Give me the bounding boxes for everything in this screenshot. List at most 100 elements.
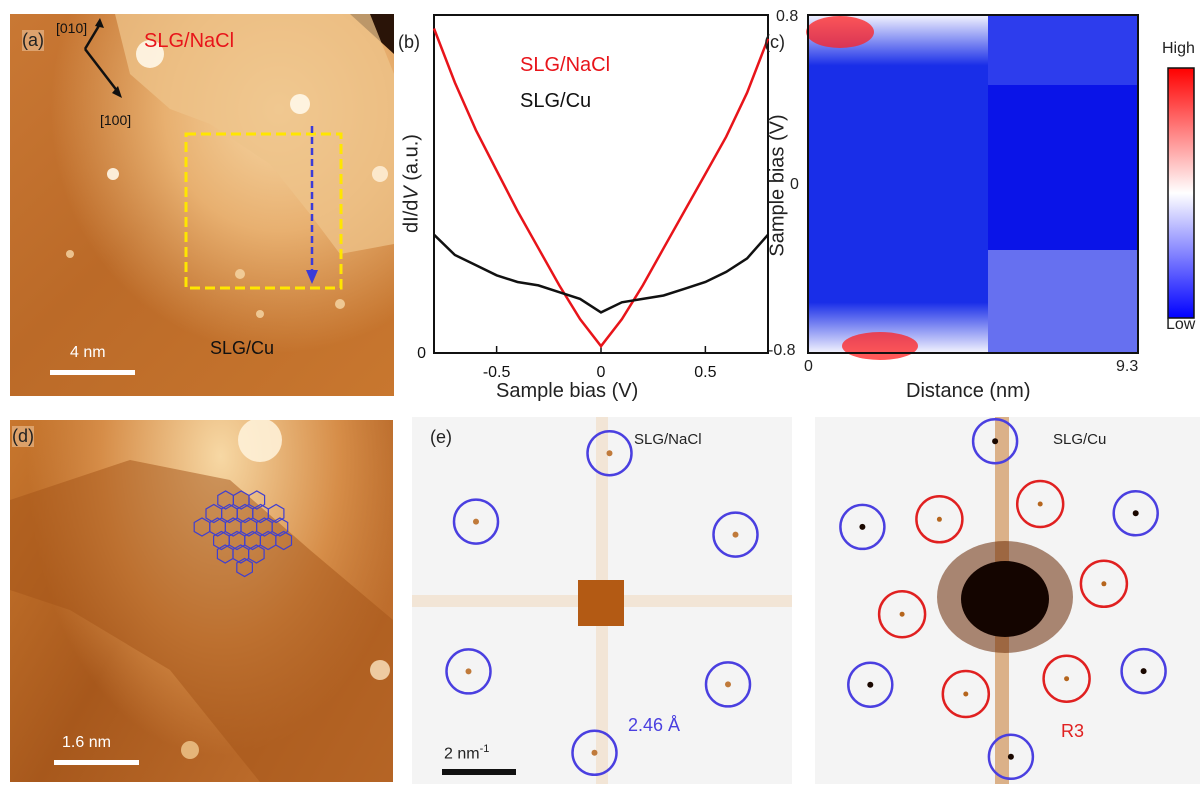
- fft-scale-bar: [442, 769, 516, 775]
- bright-speck: [256, 310, 264, 318]
- stm-image-a: (a) [010] [100] SLG/NaCl SLG/Cu 4 nm: [10, 14, 394, 396]
- arrow-100: [84, 48, 119, 93]
- direction-010: [010]: [56, 20, 88, 36]
- fft-cu-svg: [839, 417, 1167, 784]
- bragg-ring-blue: [1112, 490, 1159, 537]
- panel-label-d: (d): [12, 426, 34, 447]
- bragg-spot: [465, 668, 472, 675]
- legend-cu: SLG/Cu: [520, 90, 592, 112]
- bright-speck: [335, 299, 345, 309]
- bragg-spot: [606, 450, 613, 457]
- y-axis-label-b: dI/dV (a.u.): [400, 134, 423, 233]
- y-tick-top-c: 0.8: [776, 8, 799, 25]
- heatmap-hot-bottom: [842, 332, 918, 360]
- panel-label-a: (a): [22, 30, 44, 51]
- fft-scale-label: 2 nm-1: [444, 743, 490, 763]
- heatmap-hot-top: [806, 16, 874, 48]
- hexagon-cell: [248, 544, 265, 564]
- region-box: [184, 132, 343, 290]
- stm-a-overlay: [50, 14, 394, 375]
- series-line-cu: [433, 233, 769, 314]
- fft-title-cu: SLG/Cu: [1053, 431, 1107, 448]
- bright-speck: [107, 168, 119, 180]
- y-tick-bottom-c: -0.8: [768, 342, 796, 359]
- heatmap-frame: [807, 14, 1139, 354]
- fft-title-nacl: SLG/NaCl: [634, 431, 702, 448]
- hexagon-cell: [271, 517, 289, 537]
- region-label-cu: SLG/Cu: [210, 338, 275, 358]
- moire-spot: [1064, 676, 1070, 682]
- bragg-spot: [473, 518, 479, 525]
- bright-speck: [136, 40, 164, 68]
- moire-spot: [936, 516, 942, 522]
- stm-d-overlay: [10, 420, 393, 782]
- bragg-spot: [591, 749, 598, 756]
- scale-label-a: 4 nm: [70, 344, 106, 361]
- bright-speck: [66, 250, 74, 258]
- bright-speck: [181, 741, 199, 759]
- bright-speck: [290, 94, 310, 114]
- series-line-nacl: [432, 28, 770, 349]
- bragg-ring-blue: [445, 648, 492, 695]
- bragg-ring-blue: [839, 503, 886, 551]
- x-tick-start-c: 0: [804, 358, 813, 375]
- moire-ring-red: [1042, 654, 1091, 703]
- region-label-nacl: SLG/NaCl: [144, 30, 235, 52]
- scale-bar-a: [50, 370, 135, 375]
- bragg-ring-blue: [987, 733, 1035, 781]
- dark-terrace: [10, 460, 393, 782]
- x-axis-label-b: Sample bias (V): [496, 380, 639, 402]
- panel-b: -0.5 0 0.5 0 (b) SLG/NaCl SLG/Cu dI/dV (a.u…: [396, 10, 772, 410]
- panel-c: (c) 0.8 0 -0.8 Sample bias (V) 0 9.3 Dis…: [760, 8, 1200, 410]
- stm-image-d: (d) 1.6 nm: [10, 420, 393, 782]
- honeycomb-lattice: [193, 490, 293, 578]
- panel-label-c: (c): [764, 32, 785, 52]
- moire-ring-red: [915, 495, 964, 544]
- bragg-spot: [732, 531, 739, 538]
- arrow-100-head: [112, 86, 122, 98]
- line-scan-arrow-head: [306, 270, 318, 284]
- colorbar-high: High: [1162, 40, 1195, 57]
- moire-spot: [1101, 581, 1107, 587]
- y-tick-label: 0: [417, 345, 426, 362]
- bragg-spot: [1007, 753, 1014, 760]
- x-axis-label-c: Distance (nm): [906, 380, 1031, 402]
- bragg-ring-blue: [704, 661, 752, 708]
- x-tick-end-c: 9.3: [1116, 358, 1139, 375]
- hexagon-cell: [275, 530, 293, 551]
- bragg-spot: [992, 438, 999, 445]
- bragg-spot: [1140, 668, 1147, 675]
- panel-label-e: (e): [430, 427, 452, 447]
- bragg-spot: [725, 681, 731, 688]
- fft-nacl: (e) SLG/NaCl 2.46 Å 2 nm-1: [412, 417, 792, 784]
- panel-label-b: (b): [398, 32, 420, 52]
- bragg-ring-blue: [571, 729, 618, 777]
- scale-label-d: 1.6 nm: [62, 734, 111, 751]
- legend-nacl: SLG/NaCl: [520, 54, 611, 76]
- hexagon-cell: [267, 503, 285, 524]
- heatmap-nacl-zone: [808, 15, 988, 353]
- moire-spot: [1037, 501, 1043, 507]
- y-tick-mid-c: 0: [790, 176, 799, 193]
- arrow-010-head: [95, 18, 104, 28]
- moire-ring-red: [877, 589, 927, 639]
- bright-speck: [370, 660, 390, 680]
- x-tick-label: 0.5: [694, 364, 716, 381]
- bragg-spot: [859, 523, 866, 530]
- direction-100: [100]: [100, 112, 132, 128]
- bragg-ring-blue: [847, 661, 894, 708]
- fft-cu: SLG/Cu R3: [815, 417, 1200, 784]
- hexagon-cell: [248, 490, 266, 510]
- bragg-spot: [867, 681, 874, 688]
- scale-bar-d: [54, 760, 139, 765]
- heatmap-cu-top: [988, 15, 1138, 85]
- spectra-chart: -0.5 0 0.5 0: [417, 14, 770, 381]
- moire-ring-red: [1079, 559, 1129, 609]
- colorbar-low: Low: [1166, 316, 1196, 333]
- r3-label: R3: [1061, 721, 1085, 741]
- fft-center: [578, 580, 624, 626]
- bright-speck: [238, 420, 282, 462]
- bragg-ring-blue: [452, 498, 500, 545]
- lattice-label: 2.46 Å: [628, 715, 681, 735]
- moire-ring-red: [941, 669, 991, 719]
